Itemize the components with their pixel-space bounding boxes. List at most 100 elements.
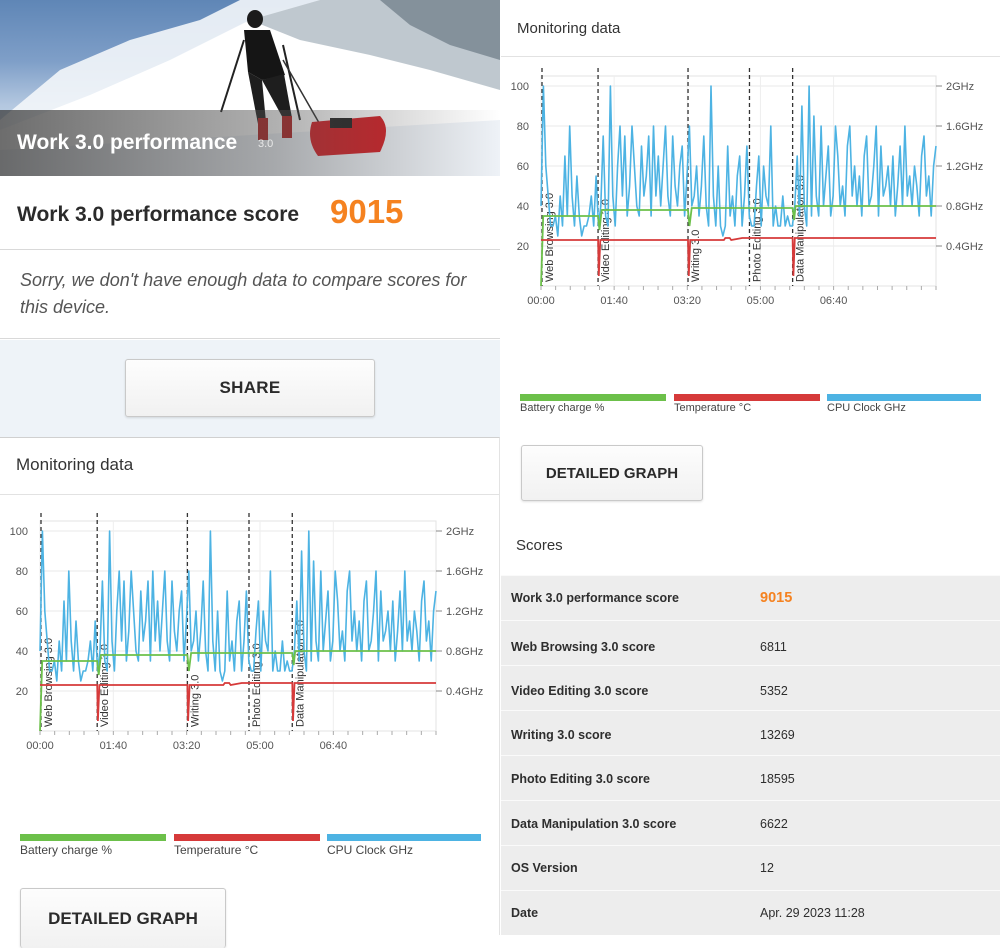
score-label: Date	[511, 906, 539, 920]
x-tick-label: 03:20	[173, 740, 201, 752]
hero-title: Work 3.0 performance	[17, 131, 238, 154]
y-left-tick-label: 20	[517, 241, 529, 253]
score-label: Web Browsing 3.0 score	[511, 640, 656, 654]
y-right-tick-label: 1.6GHz	[446, 566, 483, 578]
score-row-video-editing: Video Editing 3.0 score 5352	[501, 665, 1000, 710]
score-row-date: Date Apr. 29 2023 11:28	[501, 890, 1000, 935]
monitoring-header: Monitoring data	[0, 438, 499, 495]
y-right-tick-label: 1.6GHz	[946, 121, 983, 133]
score-value: 9015	[330, 193, 404, 230]
temperature-line	[541, 237, 936, 277]
share-button[interactable]: SHARE	[125, 359, 375, 417]
score-label: Video Editing 3.0 score	[511, 684, 649, 698]
score-value: 13269	[760, 728, 795, 742]
x-tick-label: 01:40	[100, 740, 128, 752]
legend-battery-label: Battery charge %	[520, 402, 605, 414]
y-left-tick-label: 80	[16, 566, 28, 578]
x-tick-label: 00:00	[26, 740, 54, 752]
y-left-tick-label: 100	[511, 81, 529, 93]
legend-temperature-bar	[174, 834, 320, 841]
score-row-writing: Writing 3.0 score 13269	[501, 710, 1000, 755]
cpu-clock-line	[39, 530, 437, 682]
legend-battery-bar	[20, 834, 166, 841]
y-left-tick-label: 100	[10, 526, 28, 538]
battery-line	[39, 650, 436, 732]
scores-title: Scores	[516, 537, 563, 554]
legend-temperature-label: Temperature °C	[174, 843, 259, 857]
x-tick-label: 05:00	[747, 295, 775, 307]
y-left-tick-label: 40	[517, 201, 529, 213]
monitoring-title: Monitoring data	[517, 20, 621, 37]
segment-label: Web Browsing 3.0	[43, 638, 55, 727]
x-tick-label: 01:40	[600, 295, 628, 307]
score-value: 6622	[760, 817, 788, 831]
score-label: OS Version	[511, 861, 578, 875]
y-right-tick-label: 2GHz	[946, 81, 974, 93]
hero-version: 3.0	[258, 138, 274, 150]
segment-label: Writing 3.0	[690, 230, 702, 282]
score-label: Photo Editing 3.0 score	[511, 772, 650, 786]
y-left-tick-label: 60	[517, 161, 529, 173]
y-right-tick-label: 2GHz	[446, 526, 474, 538]
score-row-os-version: OS Version 12	[501, 845, 1000, 890]
monitoring-header: Monitoring data	[501, 0, 1000, 57]
legend-cpu-bar	[327, 834, 481, 841]
detailed-graph-button[interactable]: DETAILED GRAPH	[20, 888, 226, 948]
legend-battery-label: Battery charge %	[20, 843, 113, 857]
score-label: Data Manipulation 3.0 score	[511, 817, 677, 831]
y-left-tick-label: 80	[517, 121, 529, 133]
x-tick-label: 06:40	[820, 295, 848, 307]
legend-battery-bar	[520, 394, 666, 401]
score-row-web-browsing: Web Browsing 3.0 score 6811	[501, 620, 1000, 665]
monitoring-title: Monitoring data	[16, 455, 134, 474]
monitoring-card-left: Monitoring data 20 40 60 80 100 0.4GHz 0.8GHz 1…	[0, 437, 500, 948]
hero-title-overlay	[0, 110, 500, 176]
compare-message: Sorry, we don't have enough data to comp…	[0, 251, 500, 339]
score-row-work: Work 3.0 performance score 9015	[501, 575, 1000, 620]
monitoring-card-right: Monitoring data 20 40 60 80 100 0.4GHz 0.8GHz 1…	[501, 0, 1000, 520]
score-row: Work 3.0 performance score 9015	[0, 176, 500, 250]
legend-temperature-label: Temperature °C	[674, 402, 752, 414]
y-right-tick-label: 0.4GHz	[946, 241, 983, 253]
score-value: 6811	[760, 640, 787, 654]
legend-cpu-bar	[827, 394, 981, 401]
scores-section: Scores Work 3.0 performance score 9015 W…	[501, 520, 1000, 935]
temperature-line	[40, 682, 436, 722]
y-right-tick-label: 0.4GHz	[446, 686, 483, 698]
share-area: SHARE	[0, 340, 500, 437]
legend-temperature-bar	[674, 394, 820, 401]
y-right-tick-label: 0.8GHz	[446, 646, 483, 658]
y-left-tick-label: 60	[16, 606, 28, 618]
battery-line	[540, 205, 936, 287]
y-right-tick-label: 1.2GHz	[446, 606, 483, 618]
y-left-tick-label: 20	[16, 686, 28, 698]
segment-label: Web Browsing 3.0	[544, 193, 556, 282]
x-tick-label: 03:20	[674, 295, 702, 307]
y-left-tick-label: 40	[16, 646, 28, 658]
y-right-tick-label: 1.2GHz	[946, 161, 983, 173]
segment-label: Writing 3.0	[189, 675, 201, 727]
x-tick-label: 00:00	[527, 295, 555, 307]
x-tick-label: 05:00	[246, 740, 274, 752]
legend-cpu-label: CPU Clock GHz	[327, 843, 414, 857]
score-value: 9015	[760, 590, 793, 606]
score-label: Work 3.0 performance score	[17, 203, 300, 226]
cpu-clock-line	[540, 85, 937, 237]
monitoring-chart-svg: 20 40 60 80 100 0.4GHz 0.8GHz 1.2GHz 1.6GHz 2GHz 0…	[10, 513, 483, 752]
x-tick-label: 06:40	[320, 740, 348, 752]
score-value: 18595	[760, 772, 795, 786]
score-label: Writing 3.0 score	[511, 728, 612, 742]
score-row-data-manipulation: Data Manipulation 3.0 score 6622	[501, 800, 1000, 845]
hero-banner: Work 3.0 performance 3.0	[0, 0, 500, 176]
legend-cpu-label: CPU Clock GHz	[827, 402, 906, 414]
compare-text: Sorry, we don't have enough data to comp…	[20, 270, 467, 317]
scores-table: Work 3.0 performance score 9015 Web Brow…	[501, 575, 1000, 935]
y-right-tick-label: 0.8GHz	[946, 201, 983, 213]
score-label: Work 3.0 performance score	[511, 591, 679, 605]
monitoring-chart-svg: 20 40 60 80 100 0.4GHz 0.8GHz 1.2GHz 1.6GHz 2GHz 0…	[511, 68, 983, 307]
score-row-photo-editing: Photo Editing 3.0 score 18595	[501, 755, 1000, 800]
score-value: Apr. 29 2023 11:28	[760, 906, 865, 920]
score-value: 5352	[760, 684, 788, 698]
detailed-graph-button[interactable]: DETAILED GRAPH	[521, 445, 703, 501]
score-value: 12	[760, 861, 774, 875]
